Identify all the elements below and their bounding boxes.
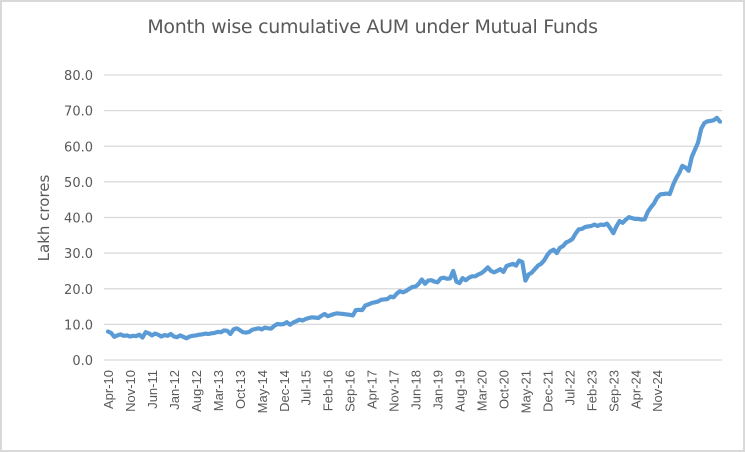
x-tick-label: Oct-20 xyxy=(496,370,511,409)
y-tick-label: 70.0 xyxy=(64,105,93,120)
x-tick-label: Sep-16 xyxy=(343,370,358,412)
y-tick-label: 60.0 xyxy=(64,140,93,155)
x-tick-label: Jul-22 xyxy=(562,370,577,405)
y-tick-label: 0.0 xyxy=(72,354,93,369)
x-tick-label: Sep-23 xyxy=(606,370,621,412)
y-tick-label: 20.0 xyxy=(64,283,93,298)
x-axis-ticks: Apr-10 Nov-10 Jun-11 Jan-12 Aug-12 Mar-13 Oct-… xyxy=(101,370,665,413)
x-tick-label: Apr-17 xyxy=(365,370,380,409)
x-tick-label: Mar-13 xyxy=(211,370,226,411)
y-tick-label: 30.0 xyxy=(64,247,93,262)
x-tick-label: Apr-24 xyxy=(628,370,643,409)
x-tick-label: Feb-16 xyxy=(321,370,336,411)
x-tick-label: Jan-19 xyxy=(431,370,446,410)
x-tick-label: Nov-24 xyxy=(650,370,665,412)
y-tick-label: 80.0 xyxy=(64,69,93,84)
x-tick-label: Jul-15 xyxy=(299,370,314,405)
x-tick-label: Mar-20 xyxy=(475,370,490,411)
y-axis-ticks: 0.0 10.0 20.0 30.0 40.0 50.0 60.0 70.0 80.0 xyxy=(64,69,93,369)
x-tick-label: Jun-11 xyxy=(145,370,160,409)
x-tick-label: Jun-18 xyxy=(409,370,424,410)
x-tick-label: Jan-12 xyxy=(167,370,182,410)
x-tick-label: Oct-13 xyxy=(233,370,248,409)
chart-title: Month wise cumulative AUM under Mutual F… xyxy=(147,16,598,38)
x-tick-label: May-21 xyxy=(518,370,533,413)
y-axis-label: Lakh crores xyxy=(35,174,53,261)
x-tick-label: Dec-21 xyxy=(540,370,555,412)
x-tick-label: Nov-17 xyxy=(387,370,402,412)
x-tick-label: Feb-23 xyxy=(584,370,599,411)
x-tick-label: Dec-14 xyxy=(277,370,292,412)
x-tick-label: Aug-19 xyxy=(453,370,468,412)
y-tick-label: 40.0 xyxy=(64,212,93,227)
x-tick-label: May-14 xyxy=(255,370,270,413)
y-tick-label: 50.0 xyxy=(64,176,93,191)
y-tick-label: 10.0 xyxy=(64,318,93,333)
x-tick-label: Apr-10 xyxy=(101,370,116,409)
x-tick-label: Aug-12 xyxy=(189,370,204,412)
x-tick-label: Nov-10 xyxy=(123,370,138,412)
series-line-aum xyxy=(105,115,723,341)
